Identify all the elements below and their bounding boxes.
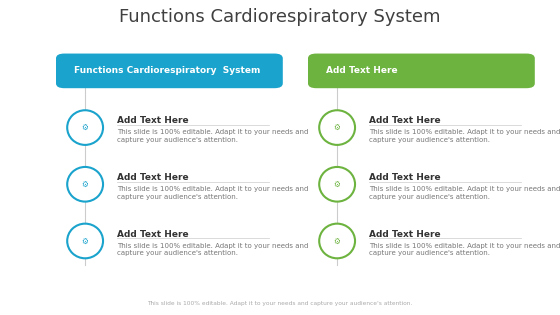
Text: Functions Cardiorespiratory  System: Functions Cardiorespiratory System xyxy=(74,66,261,75)
Text: This slide is 100% editable. Adapt it to your needs and
capture your audience's : This slide is 100% editable. Adapt it to… xyxy=(117,129,309,143)
Ellipse shape xyxy=(67,224,103,258)
Text: Add Text Here: Add Text Here xyxy=(369,116,441,125)
Text: ⚙: ⚙ xyxy=(334,237,340,245)
Text: ⚙: ⚙ xyxy=(82,123,88,132)
Text: ⚙: ⚙ xyxy=(82,180,88,189)
Text: This slide is 100% editable. Adapt it to your needs and
capture your audience's : This slide is 100% editable. Adapt it to… xyxy=(369,186,560,200)
Text: Add Text Here: Add Text Here xyxy=(369,173,441,182)
Ellipse shape xyxy=(67,110,103,145)
Text: Functions Cardiorespiratory System: Functions Cardiorespiratory System xyxy=(119,8,441,26)
Text: ⚙: ⚙ xyxy=(334,180,340,189)
FancyBboxPatch shape xyxy=(308,54,535,88)
Text: ⚙: ⚙ xyxy=(82,237,88,245)
Text: This slide is 100% editable. Adapt it to your needs and
capture your audience's : This slide is 100% editable. Adapt it to… xyxy=(369,129,560,143)
Text: This slide is 100% editable. Adapt it to your needs and
capture your audience's : This slide is 100% editable. Adapt it to… xyxy=(369,243,560,256)
Ellipse shape xyxy=(319,110,355,145)
Text: This slide is 100% editable. Adapt it to your needs and
capture your audience's : This slide is 100% editable. Adapt it to… xyxy=(117,243,309,256)
Text: Add Text Here: Add Text Here xyxy=(117,230,189,238)
Text: Add Text Here: Add Text Here xyxy=(326,66,398,75)
Text: Add Text Here: Add Text Here xyxy=(117,173,189,182)
Ellipse shape xyxy=(319,167,355,202)
Text: Add Text Here: Add Text Here xyxy=(369,230,441,238)
Text: ⚙: ⚙ xyxy=(334,123,340,132)
Ellipse shape xyxy=(319,224,355,258)
Text: Add Text Here: Add Text Here xyxy=(117,116,189,125)
Text: This slide is 100% editable. Adapt it to your needs and capture your audience's : This slide is 100% editable. Adapt it to… xyxy=(147,301,413,306)
Text: This slide is 100% editable. Adapt it to your needs and
capture your audience's : This slide is 100% editable. Adapt it to… xyxy=(117,186,309,200)
FancyBboxPatch shape xyxy=(56,54,283,88)
Ellipse shape xyxy=(67,167,103,202)
